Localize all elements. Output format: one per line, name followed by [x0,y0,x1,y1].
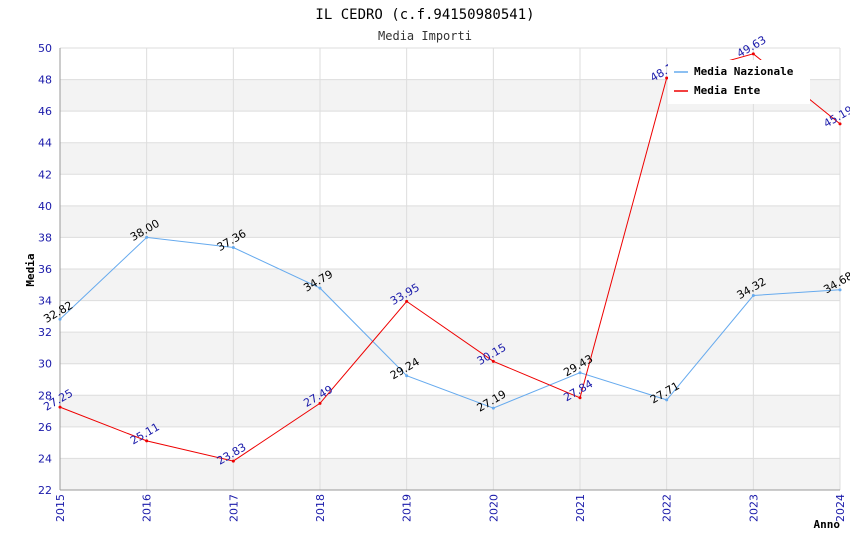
grid-band [60,395,840,427]
x-tick-label: 2024 [834,494,847,522]
y-tick-label: 46 [38,105,52,118]
data-point-media-ente [665,76,669,80]
x-tick-label: 2016 [141,494,154,522]
x-tick-label: 2022 [661,494,674,522]
data-point-media-nazionale [751,294,755,298]
grid-band [60,332,840,364]
y-tick-label: 26 [38,421,52,434]
data-point-media-ente [231,459,235,463]
data-point-media-nazionale [491,406,495,410]
legend-label-media-ente: Media Ente [694,84,761,97]
legend-label-media-nazionale: Media Nazionale [694,65,794,78]
y-tick-label: 32 [38,326,52,339]
y-tick-label: 36 [38,263,52,276]
x-axis-label: Anno [814,518,841,531]
data-point-media-ente [491,359,495,363]
x-tick-label: 2015 [54,494,67,522]
series-line-media-nazionale [59,236,841,409]
grid-band [60,205,840,238]
x-tick-label: 2021 [574,494,587,522]
data-point-media-nazionale [318,286,322,290]
x-tick-label: 2023 [747,494,760,522]
data-point-media-nazionale [665,398,669,402]
x-tick-label: 2019 [401,494,414,522]
data-point-media-nazionale [405,374,409,378]
chart-title: IL CEDRO (c.f.94150980541) [315,7,534,23]
grid-band [60,458,840,490]
data-point-media-nazionale [578,371,582,375]
y-tick-label: 44 [38,137,52,150]
data-point-media-ente [578,396,582,400]
y-tick-label: 30 [38,358,52,371]
x-tick-label: 2018 [314,494,327,522]
data-point-media-nazionale [838,288,842,292]
data-point-media-ente [838,122,842,126]
data-label-media-ente: 49.63 [735,33,769,60]
data-point-media-ente [751,52,755,56]
x-tick-label: 2017 [227,494,240,522]
y-tick-label: 22 [38,484,52,497]
y-tick-label: 38 [38,231,52,244]
y-tick-label: 24 [38,452,52,465]
y-axis-label: Media [24,253,37,286]
y-tick-label: 28 [38,389,52,402]
grid-band [60,269,840,301]
data-point-media-ente [58,405,62,409]
y-tick-label: 34 [38,295,52,308]
data-point-media-ente [405,299,409,303]
y-tick-label: 40 [38,200,52,213]
data-point-media-ente [145,439,149,443]
legend-box [668,60,810,104]
data-point-media-nazionale [58,317,62,321]
grid-band [60,142,840,175]
x-tick-label: 2020 [487,494,500,522]
y-tick-label: 50 [38,42,52,55]
data-point-media-ente [318,401,322,405]
data-point-media-nazionale [231,246,235,250]
y-tick-label: 48 [38,74,52,87]
legend: Media Nazionale Media Ente [668,60,810,104]
chart-subtitle: Media Importi [378,29,472,43]
y-tick-label: 42 [38,168,52,181]
data-point-media-nazionale [145,235,149,239]
